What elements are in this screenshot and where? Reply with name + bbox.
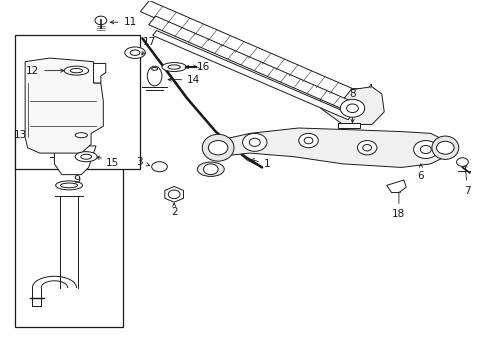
Polygon shape xyxy=(140,0,352,99)
Circle shape xyxy=(340,99,365,117)
Polygon shape xyxy=(54,146,96,175)
Text: 8: 8 xyxy=(349,89,356,122)
Ellipse shape xyxy=(432,136,459,159)
Text: 12: 12 xyxy=(26,66,64,76)
Circle shape xyxy=(437,141,454,154)
Text: 7: 7 xyxy=(464,164,470,196)
Ellipse shape xyxy=(152,162,167,172)
Text: 4: 4 xyxy=(366,84,373,94)
Ellipse shape xyxy=(168,65,180,69)
Circle shape xyxy=(95,16,107,25)
Bar xyxy=(338,123,360,128)
Ellipse shape xyxy=(147,66,162,86)
Text: 13: 13 xyxy=(14,130,63,140)
Text: 16: 16 xyxy=(185,62,210,72)
Text: 11: 11 xyxy=(110,17,137,27)
Circle shape xyxy=(208,140,228,155)
Ellipse shape xyxy=(61,183,77,188)
Polygon shape xyxy=(152,31,352,120)
Bar xyxy=(15,130,123,327)
Ellipse shape xyxy=(71,68,82,73)
Polygon shape xyxy=(321,87,384,125)
Ellipse shape xyxy=(130,50,140,55)
Polygon shape xyxy=(25,58,103,153)
Ellipse shape xyxy=(162,63,186,72)
Bar xyxy=(15,35,140,169)
Text: 2: 2 xyxy=(171,203,177,217)
Ellipse shape xyxy=(202,134,234,161)
Text: 9: 9 xyxy=(73,175,80,185)
Circle shape xyxy=(168,190,180,199)
Polygon shape xyxy=(148,16,354,111)
Ellipse shape xyxy=(152,67,158,70)
Circle shape xyxy=(457,158,468,166)
Ellipse shape xyxy=(56,181,82,190)
Circle shape xyxy=(243,134,267,151)
Circle shape xyxy=(346,104,358,113)
Circle shape xyxy=(414,140,438,158)
Circle shape xyxy=(299,134,318,148)
Ellipse shape xyxy=(81,154,92,159)
Text: 6: 6 xyxy=(417,164,424,181)
Ellipse shape xyxy=(125,47,146,58)
Circle shape xyxy=(203,164,218,175)
Text: 10: 10 xyxy=(62,114,76,125)
Polygon shape xyxy=(387,180,406,193)
Circle shape xyxy=(363,144,371,151)
Text: 5: 5 xyxy=(366,96,373,106)
Ellipse shape xyxy=(197,162,224,176)
Ellipse shape xyxy=(63,130,90,141)
Ellipse shape xyxy=(75,133,87,138)
Polygon shape xyxy=(94,63,106,83)
Circle shape xyxy=(304,137,313,144)
Polygon shape xyxy=(165,186,183,202)
Circle shape xyxy=(357,140,377,155)
Text: 18: 18 xyxy=(392,189,406,219)
Text: 1: 1 xyxy=(251,159,270,169)
Circle shape xyxy=(249,138,260,147)
Text: 17: 17 xyxy=(142,37,156,55)
Text: 14: 14 xyxy=(168,75,200,85)
Text: 15: 15 xyxy=(106,158,119,168)
Ellipse shape xyxy=(64,66,89,75)
Circle shape xyxy=(420,145,431,154)
Ellipse shape xyxy=(75,152,97,162)
Text: 3: 3 xyxy=(137,157,149,167)
Polygon shape xyxy=(216,128,445,167)
